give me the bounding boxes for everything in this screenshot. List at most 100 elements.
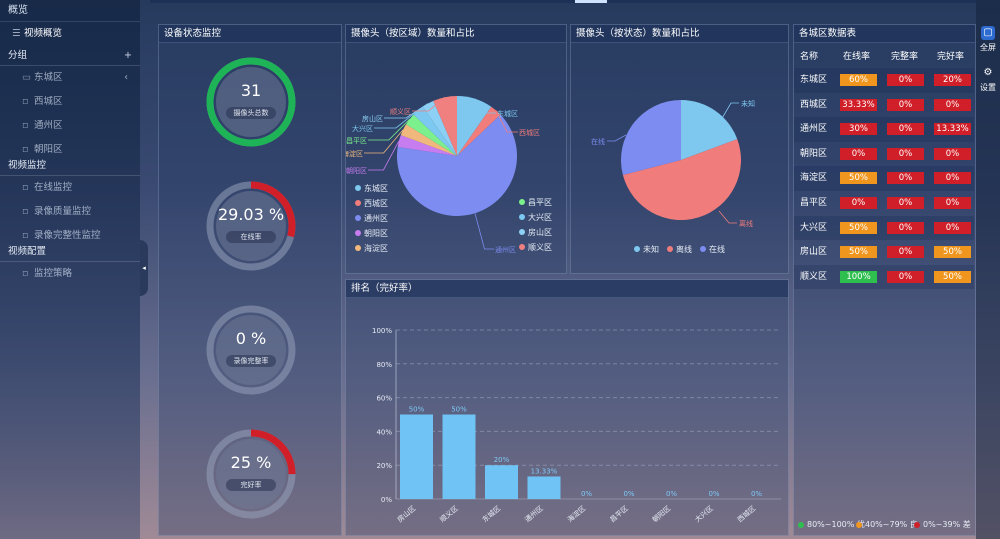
good-badge: 0% bbox=[934, 172, 971, 185]
legend-label[interactable]: 未知 bbox=[643, 244, 659, 254]
sidebar-item-district-1[interactable]: ▫ 西城区 bbox=[0, 90, 140, 114]
sidebar-item-online-monitor[interactable]: ▫ 在线监控 bbox=[0, 176, 140, 200]
y-tick-label: 60% bbox=[376, 395, 392, 403]
table-row[interactable]: 西城区 33.33% 0% 0% bbox=[794, 93, 974, 118]
document-icon: ☰ bbox=[12, 28, 21, 39]
legend-label[interactable]: 大兴区 bbox=[528, 212, 552, 222]
legend-label[interactable]: 朝阳区 bbox=[364, 229, 388, 238]
pie-slice-area-3[interactable] bbox=[397, 135, 457, 156]
y-tick-label: 100% bbox=[372, 327, 392, 335]
table-row[interactable]: 海淀区 50% 0% 0% bbox=[794, 166, 974, 191]
bar-0[interactable] bbox=[400, 414, 433, 500]
pie-label: 房山区 bbox=[362, 114, 383, 123]
legend-label[interactable]: 昌平区 bbox=[528, 198, 552, 207]
complete-badge: 0% bbox=[887, 270, 924, 283]
sidebar-item-district-2[interactable]: ▫ 通州区 bbox=[0, 114, 140, 138]
sidebar-collapse-handle[interactable]: ◂ bbox=[140, 240, 148, 296]
district-name: 西城区 bbox=[800, 99, 828, 110]
legend-label[interactable]: 通州区 bbox=[364, 213, 388, 223]
gauge-arc bbox=[206, 429, 296, 519]
legend-label[interactable]: 离线 bbox=[676, 244, 692, 254]
gauge-label: 录像完整率 bbox=[226, 355, 276, 367]
pie-slice-status-1[interactable] bbox=[622, 139, 741, 220]
legend-label[interactable]: 西城区 bbox=[364, 199, 388, 208]
good-badge: 0% bbox=[934, 147, 971, 160]
good-badge: 0% bbox=[934, 197, 971, 209]
y-tick-label: 40% bbox=[376, 428, 392, 436]
sidebar-item-video-overview[interactable]: ☰ 视频概览 bbox=[0, 22, 140, 46]
sidebar-item-label: 通州区 bbox=[34, 120, 63, 131]
chevron-left-icon[interactable]: ‹ bbox=[124, 72, 128, 83]
district-name: 海淀区 bbox=[800, 173, 828, 184]
online-badge: 33.33% bbox=[840, 98, 877, 111]
pie-leader-line bbox=[607, 134, 627, 142]
district-name: 朝阳区 bbox=[800, 148, 828, 159]
y-tick-label: 20% bbox=[376, 462, 392, 470]
pie-slice-area-8[interactable] bbox=[433, 96, 457, 156]
table-row[interactable]: 东城区 60% 0% 20% bbox=[794, 68, 974, 93]
legend-label[interactable]: 海淀区 bbox=[364, 243, 388, 253]
fullscreen-button[interactable]: ▢ 全屏 bbox=[978, 26, 998, 53]
online-badge: 60% bbox=[840, 74, 877, 86]
pie-slice-area-1[interactable] bbox=[457, 106, 501, 156]
sidebar-item-record-integrity[interactable]: ▫ 录像完整性监控 bbox=[0, 224, 140, 248]
pie-slice-area-4[interactable] bbox=[400, 124, 457, 156]
gauge-value: 25 % bbox=[230, 453, 272, 472]
sidebar-section-config: 视频配置 bbox=[0, 242, 140, 262]
pie-slice-area-5[interactable] bbox=[406, 114, 457, 156]
bar-2[interactable] bbox=[485, 465, 518, 499]
gauge-value: 0 % bbox=[235, 329, 267, 348]
panel-title: 摄像头（按状态）数量和占比 bbox=[571, 25, 788, 43]
legend-label[interactable]: 房山区 bbox=[528, 227, 552, 237]
sidebar-item-strategy[interactable]: ▫ 监控策略 bbox=[0, 262, 140, 286]
pie-slice-area-6[interactable] bbox=[413, 106, 457, 156]
sidebar-item-district-3[interactable]: ▫ 朝阳区 bbox=[0, 138, 140, 162]
bar-value-label: 0% bbox=[623, 490, 634, 498]
bar-1[interactable] bbox=[442, 414, 476, 500]
pie-label: 朝阳区 bbox=[346, 166, 367, 175]
bar-3[interactable] bbox=[527, 476, 561, 499]
y-tick-label: 80% bbox=[376, 361, 392, 369]
sidebar-item-district-0[interactable]: ▭ 东城区 ‹ bbox=[0, 66, 140, 90]
document-icon: ▫ bbox=[22, 230, 29, 241]
table-row[interactable]: 房山区 50% 0% 50% bbox=[794, 240, 974, 265]
bar-value-label: 50% bbox=[451, 406, 467, 414]
table-row[interactable]: 昌平区 0% 0% 0% bbox=[794, 191, 974, 216]
district-name: 昌平区 bbox=[800, 198, 828, 208]
gauge-value: 31 bbox=[240, 81, 262, 100]
gauge-value: 29.03 % bbox=[217, 205, 285, 224]
legend-label[interactable]: 顺义区 bbox=[528, 243, 552, 252]
legend-label[interactable]: 在线 bbox=[709, 244, 725, 254]
legend-text: 0%~39% 差 bbox=[923, 520, 971, 529]
area-pie-chart: 东城区西城区通州区朝阳区海淀区昌平区大兴区房山区顺义区东城区西城区通州区朝阳区海… bbox=[346, 96, 552, 254]
header-good: 完好率 bbox=[937, 52, 965, 62]
table-row[interactable]: 朝阳区 0% 0% 0% bbox=[794, 142, 974, 167]
add-group-icon[interactable]: + bbox=[124, 50, 132, 61]
pie-slice-area-2[interactable] bbox=[397, 114, 517, 217]
pie-label: 未知 bbox=[741, 99, 755, 108]
x-tick-label: 昌平区 bbox=[609, 504, 630, 524]
sidebar-group-header[interactable]: 分组 + bbox=[0, 46, 140, 66]
legend-label[interactable]: 东城区 bbox=[364, 183, 388, 193]
pie-slice-status-2[interactable] bbox=[621, 100, 681, 176]
good-badge: 13.33% bbox=[934, 123, 971, 136]
pie-slice-area-0[interactable] bbox=[457, 96, 492, 156]
sidebar-item-label: 朝阳区 bbox=[34, 144, 63, 155]
table-row[interactable]: 大兴区 50% 0% 0% bbox=[794, 215, 974, 241]
top-active-indicator bbox=[575, 0, 607, 3]
district-name: 通州区 bbox=[800, 124, 828, 135]
pie-label: 大兴区 bbox=[352, 124, 373, 133]
legend-dot bbox=[519, 199, 525, 205]
complete-badge: 0% bbox=[887, 221, 924, 234]
table-row[interactable]: 顺义区 100% 0% 50% bbox=[794, 264, 974, 290]
settings-button[interactable]: ⚙ 设置 bbox=[978, 66, 998, 93]
online-badge: 50% bbox=[840, 172, 877, 185]
x-tick-label: 朝阳区 bbox=[650, 504, 672, 524]
panel-title: 各城区数据表 bbox=[794, 25, 975, 43]
pie-slice-area-7[interactable] bbox=[422, 100, 457, 156]
pie-slice-status-0[interactable] bbox=[681, 100, 738, 160]
panel-title: 设备状态监控 bbox=[159, 25, 341, 43]
sidebar-item-record-quality[interactable]: ▫ 录像质量监控 bbox=[0, 200, 140, 224]
x-tick-label: 海淀区 bbox=[565, 504, 587, 524]
table-row[interactable]: 通州区 30% 0% 13.33% bbox=[794, 117, 974, 142]
